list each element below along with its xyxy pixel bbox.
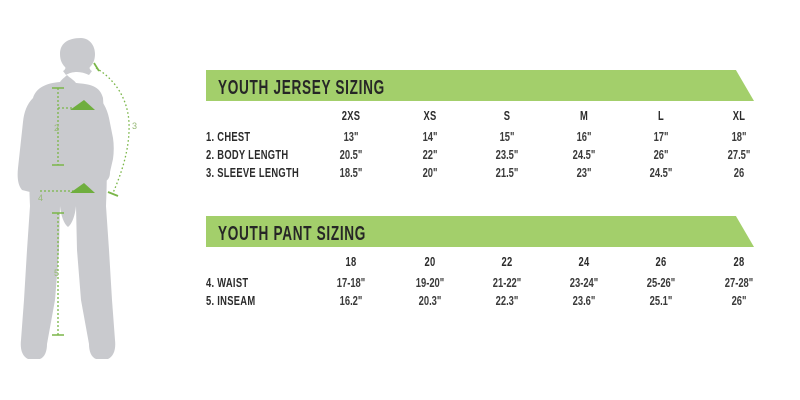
svg-text:2: 2	[54, 123, 59, 133]
svg-text:5: 5	[54, 268, 59, 278]
svg-text:4: 4	[38, 193, 43, 203]
svg-text:3: 3	[132, 121, 137, 131]
